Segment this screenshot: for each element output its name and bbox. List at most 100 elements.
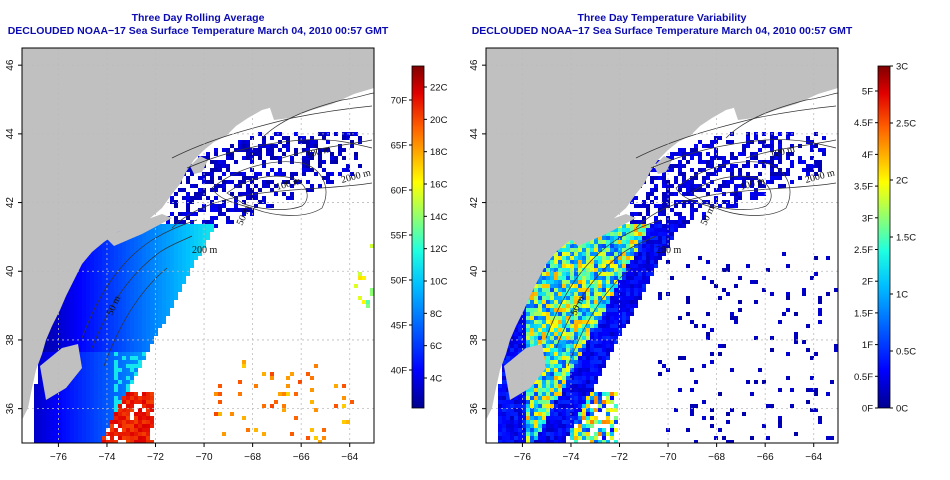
sst-pixel	[42, 420, 46, 424]
sst-pixel	[670, 152, 674, 156]
sst-pixel	[86, 420, 90, 424]
sst-pixel	[502, 384, 506, 388]
sst-pixel	[90, 432, 94, 436]
colorbar-celsius-label: 6C	[430, 341, 442, 352]
sst-pixel	[506, 400, 510, 404]
sst-pixel	[574, 288, 578, 292]
sst-pixel	[254, 172, 258, 176]
sst-pixel	[654, 264, 658, 268]
sst-pixel	[630, 260, 634, 264]
sst-pixel	[106, 352, 110, 356]
sst-pixel	[190, 212, 194, 216]
sst-pixel	[550, 424, 554, 428]
sst-pixel	[286, 180, 290, 184]
sst-pixel	[822, 148, 826, 152]
sst-pixel	[114, 376, 118, 380]
sst-pixel	[102, 348, 106, 352]
sst-pixel	[302, 160, 306, 164]
sst-pixel	[278, 156, 282, 160]
sst-pixel	[562, 256, 566, 260]
sst-pixel	[170, 200, 174, 204]
sst-pixel	[158, 256, 162, 260]
sst-pixel	[98, 424, 102, 428]
sst-pixel	[138, 336, 142, 340]
sst-pixel	[134, 284, 138, 288]
sst-pixel	[578, 404, 582, 408]
sst-pixel	[110, 412, 114, 416]
sst-pixel	[158, 300, 162, 304]
sst-pixel	[578, 388, 582, 392]
sst-pixel	[742, 180, 746, 184]
sst-pixel	[222, 204, 226, 208]
sst-pixel	[126, 320, 130, 324]
sst-pixel	[86, 428, 90, 432]
sst-pixel	[738, 196, 742, 200]
longitude-tick-label: −68	[244, 452, 261, 463]
sst-pixel	[258, 132, 262, 136]
sst-pixel	[514, 352, 518, 356]
sst-pixel	[694, 188, 698, 192]
sst-pixel	[670, 236, 674, 240]
sst-pixel	[74, 308, 78, 312]
sst-pixel	[42, 352, 46, 356]
sst-pixel	[598, 236, 602, 240]
sst-pixel	[222, 188, 226, 192]
sst-pixel	[66, 408, 70, 412]
sst-pixel	[578, 432, 582, 436]
sst-pixel	[550, 408, 554, 412]
sst-pixel	[126, 252, 130, 256]
sst-pixel	[198, 188, 202, 192]
sst-pixel	[126, 404, 130, 408]
sst-pixel	[546, 416, 550, 420]
sst-pixel	[106, 280, 110, 284]
sst-pixel	[302, 168, 306, 172]
sst-pixel	[814, 408, 818, 412]
sst-pixel	[238, 180, 242, 184]
sst-pixel	[578, 396, 582, 400]
sst-pixel	[234, 196, 238, 200]
sst-pixel	[598, 264, 602, 268]
sst-pixel	[586, 388, 590, 392]
sst-pixel	[74, 408, 78, 412]
sst-pixel	[658, 256, 662, 260]
sst-pixel	[506, 440, 510, 443]
sst-pixel	[610, 240, 614, 244]
sst-pixel	[94, 308, 98, 312]
sst-pixel	[538, 340, 542, 344]
sst-pixel	[190, 172, 194, 176]
sst-pixel	[594, 260, 598, 264]
sst-pixel	[646, 248, 650, 252]
sst-pixel	[514, 408, 518, 412]
sst-pixel	[574, 440, 578, 443]
sst-pixel	[582, 384, 586, 388]
sst-pixel	[570, 284, 574, 288]
sst-pixel	[538, 436, 542, 440]
sst-pixel	[82, 408, 86, 412]
sst-pixel	[310, 376, 314, 380]
sst-pixel	[206, 180, 210, 184]
sst-pixel	[318, 164, 322, 168]
sst-pixel	[70, 400, 74, 404]
sst-pixel	[678, 188, 682, 192]
sst-pixel	[578, 340, 582, 344]
sst-pixel	[554, 256, 558, 260]
sst-pixel	[90, 424, 94, 428]
sst-pixel	[750, 176, 754, 180]
sst-pixel	[622, 268, 626, 272]
sst-pixel	[710, 360, 714, 364]
sst-pixel	[214, 152, 218, 156]
sst-pixel	[658, 212, 662, 216]
sst-pixel	[542, 328, 546, 332]
sst-pixel	[86, 320, 90, 324]
sst-pixel	[574, 256, 578, 260]
sst-pixel	[134, 332, 138, 336]
sst-pixel	[550, 388, 554, 392]
sst-pixel	[514, 336, 518, 340]
sst-pixel	[246, 188, 250, 192]
sst-pixel	[626, 228, 630, 232]
sst-pixel	[230, 180, 234, 184]
sst-pixel	[522, 332, 526, 336]
sst-pixel	[590, 248, 594, 252]
sst-pixel	[114, 328, 118, 332]
